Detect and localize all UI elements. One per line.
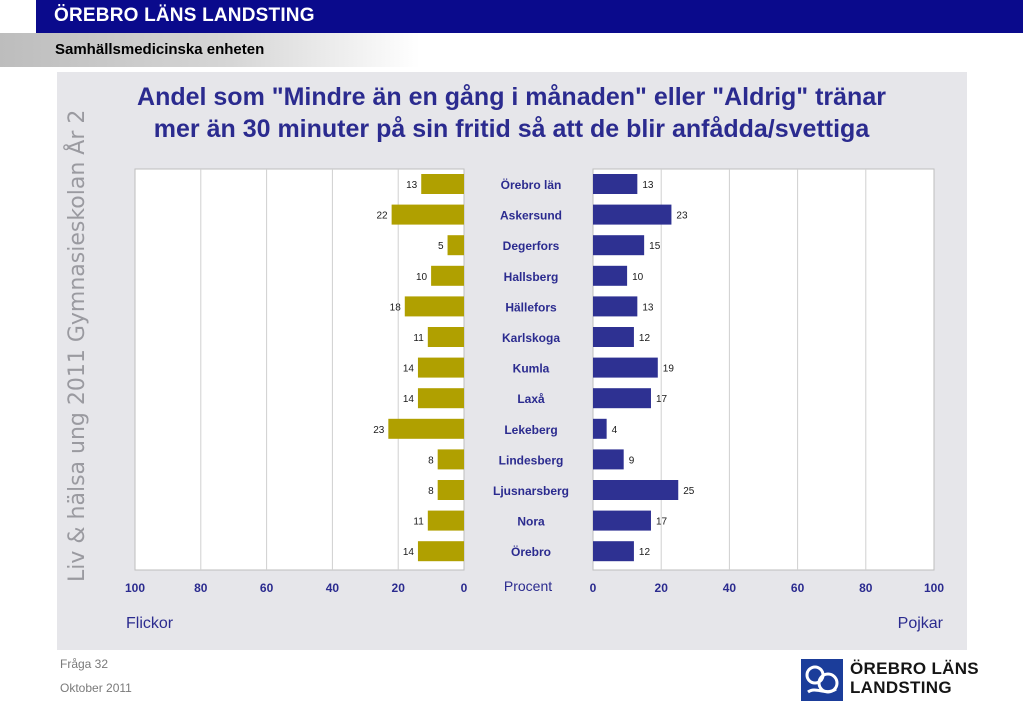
data-label-pojkar: 15 bbox=[649, 241, 661, 252]
chart-title-line-1: Andel som "Mindre än en gång i månaden" … bbox=[137, 83, 886, 111]
x-tick-label-right: 40 bbox=[723, 581, 737, 595]
data-label-flickor: 14 bbox=[403, 547, 415, 558]
category-label: Askersund bbox=[500, 209, 562, 223]
data-label-flickor: 18 bbox=[390, 302, 402, 313]
data-label-flickor: 13 bbox=[406, 180, 418, 191]
question-number: Fråga 32 bbox=[60, 657, 109, 671]
report-date: Oktober 2011 bbox=[60, 681, 132, 695]
x-tick-label-right: 100 bbox=[924, 581, 944, 595]
bar-pojkar bbox=[593, 235, 645, 256]
bar-flickor bbox=[421, 174, 464, 194]
x-tick-label-left: 80 bbox=[194, 581, 208, 595]
organization-title: ÖREBRO LÄNS LANDSTING bbox=[54, 5, 315, 26]
data-label-pojkar: 9 bbox=[629, 455, 635, 466]
bar-flickor bbox=[404, 296, 464, 317]
category-label: Kumla bbox=[513, 362, 550, 376]
header-bar: ÖREBRO LÄNS LANDSTING bbox=[36, 0, 1023, 33]
chart-title: Andel som "Mindre än en gång i månaden" … bbox=[0, 81, 1023, 145]
data-label-pojkar: 12 bbox=[639, 547, 651, 558]
category-label: Örebro bbox=[511, 544, 551, 559]
bar-pojkar bbox=[593, 418, 607, 439]
chart-title-line-2: mer än 30 minuter på sin fritid så att d… bbox=[153, 115, 870, 143]
data-label-flickor: 22 bbox=[376, 211, 388, 222]
data-label-pojkar: 23 bbox=[676, 211, 688, 222]
bar-pojkar bbox=[593, 388, 651, 409]
data-label-pojkar: 12 bbox=[639, 333, 651, 344]
data-label-pojkar: 25 bbox=[683, 486, 695, 497]
bar-pojkar bbox=[593, 296, 638, 317]
bar-pojkar bbox=[593, 265, 628, 286]
data-label-flickor: 10 bbox=[416, 272, 428, 283]
bar-flickor bbox=[437, 449, 464, 470]
logo-text-line-1: ÖREBRO LÄNS bbox=[850, 659, 979, 678]
logo-text: ÖREBRO LÄNS LANDSTING bbox=[850, 659, 979, 697]
bar-flickor bbox=[437, 480, 464, 500]
bar-flickor bbox=[388, 418, 464, 439]
series-label-flickor: Flickor bbox=[126, 615, 174, 632]
series-label-pojkar: Pojkar bbox=[898, 615, 944, 632]
x-tick-label-left: 100 bbox=[125, 581, 145, 595]
data-label-flickor: 5 bbox=[438, 241, 444, 252]
data-label-flickor: 8 bbox=[428, 455, 434, 466]
category-label: Lekeberg bbox=[504, 423, 557, 437]
category-label: Degerfors bbox=[503, 239, 560, 253]
data-label-flickor: 23 bbox=[373, 425, 385, 436]
logo-mark-icon bbox=[801, 659, 843, 701]
subheader-bar: Samhällsmedicinska enheten bbox=[0, 33, 420, 67]
data-label-pojkar: 17 bbox=[656, 517, 668, 528]
bar-flickor bbox=[431, 265, 464, 286]
x-tick-label-right: 60 bbox=[791, 581, 805, 595]
left-plot-area bbox=[134, 168, 465, 571]
data-label-flickor: 14 bbox=[403, 364, 415, 375]
x-tick-label-right: 0 bbox=[590, 581, 597, 595]
bar-pojkar bbox=[593, 357, 658, 378]
bar-flickor bbox=[417, 541, 464, 562]
bar-flickor bbox=[417, 357, 464, 378]
category-label: Lindesberg bbox=[499, 453, 564, 467]
category-label: Laxå bbox=[517, 392, 545, 406]
data-label-flickor: 11 bbox=[413, 517, 424, 528]
bar-flickor bbox=[427, 327, 464, 347]
x-tick-label-left: 0 bbox=[461, 581, 468, 595]
bar-pojkar bbox=[593, 541, 634, 562]
bar-pojkar bbox=[593, 327, 634, 347]
x-tick-label-left: 40 bbox=[326, 581, 340, 595]
unit-title: Samhällsmedicinska enheten bbox=[55, 41, 265, 58]
data-label-pojkar: 13 bbox=[642, 302, 654, 313]
data-label-flickor: 8 bbox=[428, 486, 434, 497]
data-label-pojkar: 10 bbox=[632, 272, 644, 283]
category-label: Örebro län bbox=[501, 177, 562, 192]
bar-flickor bbox=[427, 510, 464, 531]
landsting-logo: ÖREBRO LÄNS LANDSTING bbox=[800, 656, 980, 702]
x-tick-label-left: 60 bbox=[260, 581, 274, 595]
bar-pojkar bbox=[593, 174, 638, 194]
data-label-flickor: 11 bbox=[413, 333, 424, 344]
data-label-pojkar: 4 bbox=[612, 425, 618, 436]
bar-pojkar bbox=[593, 204, 672, 225]
x-tick-label-right: 80 bbox=[859, 581, 873, 595]
bar-flickor bbox=[417, 388, 464, 409]
category-label: Ljusnarsberg bbox=[493, 484, 569, 498]
data-label-pojkar: 19 bbox=[663, 364, 675, 375]
x-axis-label: Procent bbox=[504, 578, 552, 594]
category-label: Hällefors bbox=[505, 300, 557, 314]
category-label: Karlskoga bbox=[502, 331, 560, 345]
category-label: Nora bbox=[517, 515, 545, 529]
bar-flickor bbox=[391, 204, 464, 225]
data-label-pojkar: 17 bbox=[656, 394, 668, 405]
x-tick-label-left: 20 bbox=[392, 581, 406, 595]
data-label-flickor: 14 bbox=[403, 394, 415, 405]
x-tick-label-right: 20 bbox=[655, 581, 669, 595]
bar-flickor bbox=[447, 235, 464, 256]
logo-text-line-2: LANDSTING bbox=[850, 678, 952, 697]
bar-pojkar bbox=[593, 510, 651, 531]
data-label-pojkar: 13 bbox=[642, 180, 654, 191]
bar-pojkar bbox=[593, 480, 679, 500]
bar-pojkar bbox=[593, 449, 624, 470]
category-label: Hallsberg bbox=[504, 270, 559, 284]
